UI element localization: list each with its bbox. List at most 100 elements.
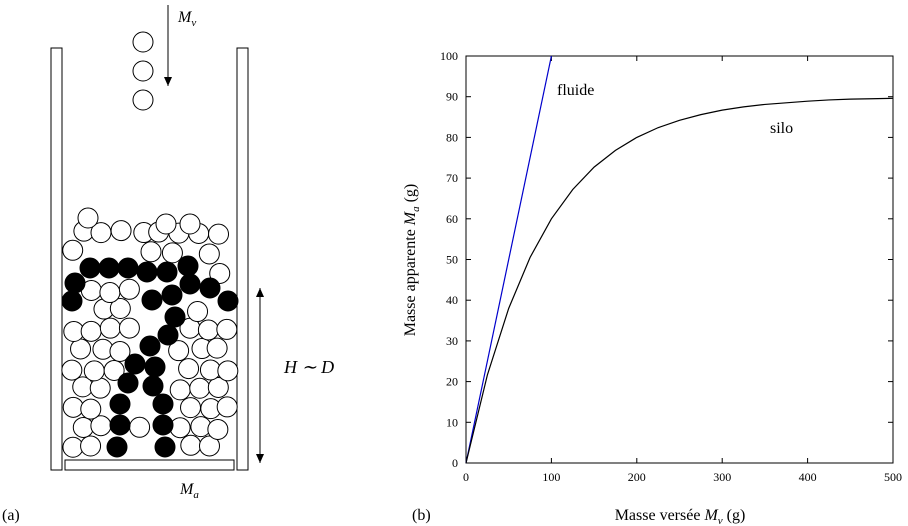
grain [217,360,239,382]
marked-grain [156,261,178,283]
series-label: fluide [557,82,594,99]
marked-grain [98,257,120,279]
y-tick-label: 80 [446,130,458,144]
grain [62,396,84,418]
marked-grain [154,436,176,458]
marked-grain [144,356,166,378]
subscript: a [193,489,199,501]
grain [207,418,229,440]
marked-grain [141,289,163,311]
grain [77,207,99,229]
grain [180,434,202,456]
marked-grain [117,257,139,279]
weight-label: Ma [179,481,199,501]
x-tick-label: 0 [463,470,469,484]
marked-grain [139,335,161,357]
grain [140,241,162,263]
grain [198,243,220,265]
marked-grain [199,277,221,299]
falling-grain [132,89,154,111]
marked-grain [152,393,174,415]
marked-grain [117,372,139,394]
grain [206,337,228,359]
grain [179,213,201,235]
grain [80,320,102,342]
marked-grain [136,261,158,283]
grain [187,301,209,323]
grain [161,242,183,264]
silo-wall [50,47,63,471]
y-tick-label: 40 [446,293,458,307]
marked-grain [177,255,199,277]
grain [129,416,151,438]
marked-grain [64,272,86,294]
unit: (g) [402,184,419,203]
grain [72,416,94,438]
grain [169,379,191,401]
y-tick-label: 0 [452,456,458,470]
marked-grain [152,414,174,436]
grain [216,318,238,340]
falling-grain [132,31,154,53]
grain [118,317,140,339]
x-tick-label: 100 [542,470,560,484]
marked-grain [157,324,179,346]
unit: (g) [727,507,746,524]
y-tick-label: 10 [446,415,458,429]
y-tick-label: 60 [446,212,458,226]
silo-diagram [50,5,264,471]
flow-label: Mv [177,9,196,29]
silo-wall [236,47,249,471]
symbol: M [703,507,719,524]
marked-grain [79,257,101,279]
symbol: M [402,210,419,226]
x-tick-label: 500 [884,470,902,484]
marked-grain [217,290,239,312]
grain [168,340,190,362]
symbol: M [177,9,193,26]
series-line [465,97,894,464]
y-tick-label: 20 [446,375,458,389]
marked-grain [142,375,164,397]
subscript: v [718,515,723,526]
y-tick-label: 30 [446,334,458,348]
grain [109,340,131,362]
y-tick-label: 70 [446,171,458,185]
y-tick-label: 100 [440,49,458,63]
label-text: Masse versée [615,507,701,524]
grain [198,435,220,457]
grain [99,317,121,339]
marked-grain [109,393,131,415]
grain [103,359,125,381]
x-tick-label: 200 [628,470,646,484]
marked-grain [109,414,131,436]
grain [209,262,231,284]
grain [180,397,202,419]
x-tick-label: 400 [799,470,817,484]
y-axis-label: Masse apparente Ma (g) [402,184,422,337]
marked-grain [179,273,201,295]
x-tick-label: 300 [713,470,731,484]
subscript: v [191,17,196,29]
marked-grain [106,436,128,458]
y-tick-label: 50 [446,253,458,267]
grain [62,436,84,458]
x-axis-label: Masse versée Mv (g) [615,507,746,526]
plot-frame [465,55,894,464]
panel-label: (b) [412,507,431,524]
grain [216,396,238,418]
grain [61,359,83,381]
series-line [465,55,552,464]
grain [178,358,200,380]
grain [62,239,84,261]
subscript: a [410,206,422,212]
grain [155,213,177,235]
grain [110,220,132,242]
symbol: M [179,481,195,498]
grain [99,282,121,304]
panel-label: (a) [2,507,20,524]
grain [80,398,102,420]
grain [197,319,219,341]
